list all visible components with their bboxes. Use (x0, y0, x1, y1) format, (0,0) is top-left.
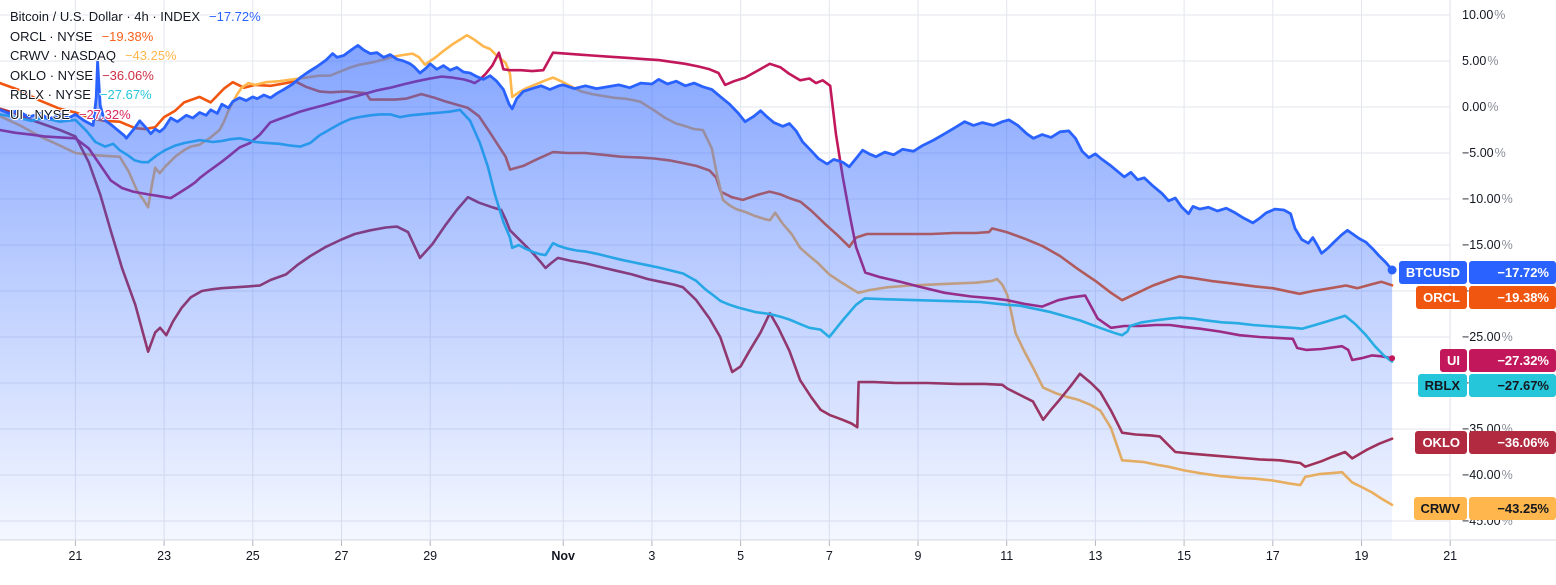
last-value-dot-btcusd (1387, 265, 1397, 275)
price-axis-label--30: −30.00% (1462, 376, 1513, 390)
legend-row-rblx[interactable]: RBLX · NYSE −27.67% (10, 85, 261, 105)
legend-value-orcl: −19.38% (101, 28, 154, 44)
price-axis-label-5: 5.00% (1462, 54, 1499, 68)
price-axis-label-0: 0.00% (1462, 100, 1499, 114)
price-axis-label--25: −25.00% (1462, 330, 1513, 344)
legend-value-oklo: −36.06% (102, 67, 154, 83)
legend-symbol-crwv: CRWV · NASDAQ (10, 48, 116, 63)
legend-row-oklo[interactable]: OKLO · NYSE −36.06% (10, 66, 261, 86)
legend-symbol-ui: UI · NYSE (10, 106, 70, 122)
price-axis-label--5: −5.00% (1462, 146, 1506, 160)
price-axis-label--20: −20.00% (1462, 284, 1513, 298)
price-axis[interactable]: 10.00% 5.00% 0.00% −5.00% −10.00% −15.00% −20.… (1452, 0, 1556, 540)
time-axis[interactable]: 21 23 25 27 29 Nov 3 5 7 9 11 13 15 17 19 21 (0, 542, 1556, 585)
time-axis-label-21: 21 (1443, 549, 1458, 563)
legend-symbol-oklo: OKLO · NYSE (10, 67, 94, 83)
time-axis-label-19: 19 (1354, 549, 1369, 563)
legend-value-rblx: −27.67% (99, 87, 152, 102)
price-axis-label--10: −10.00% (1462, 192, 1513, 206)
time-axis-label-25: 25 (245, 549, 260, 563)
time-axis-label-23: 23 (157, 549, 172, 563)
series-area-btcusd (0, 45, 1393, 541)
price-axis-label--45: −45.00% (1462, 514, 1513, 528)
legend-row-crwv[interactable]: CRWV · NASDAQ −43.25% (10, 46, 261, 66)
legend-value-crwv: −43.25% (124, 48, 177, 63)
legend-row-ui[interactable]: UI · NYSE −27.32% (10, 105, 261, 125)
legend-symbol-rblx: RBLX · NYSE (10, 87, 91, 102)
legend-symbol-orcl: ORCL · NYSE (10, 28, 93, 44)
legend-value-btcusd: −17.72% (209, 9, 261, 24)
time-axis-label-15: 15 (1177, 549, 1192, 563)
time-axis-label-21: 21 (68, 549, 83, 563)
time-axis-label-27: 27 (334, 549, 349, 563)
price-axis-label--15: −15.00% (1462, 238, 1513, 252)
series-line-btcusd (0, 44, 1394, 272)
legend-symbol-btcusd: Bitcoin / U.S. Dollar · 4h · INDEX (10, 9, 200, 24)
legend: Bitcoin / U.S. Dollar · 4h · INDEX −17.72… (10, 7, 261, 124)
time-axis-label-29: 29 (423, 549, 438, 563)
time-axis-label-17: 17 (1265, 549, 1280, 563)
last-value-dot-ui (1389, 355, 1396, 362)
time-axis-label-nov: Nov (551, 549, 575, 563)
legend-row-btcusd[interactable]: Bitcoin / U.S. Dollar · 4h · INDEX −17.72… (10, 7, 261, 27)
price-axis-label--40: −40.00% (1462, 468, 1513, 482)
price-axis-label--35: −35.00% (1462, 422, 1513, 436)
price-axis-label-10: 10.00% (1462, 8, 1506, 22)
time-axis-label-9: 9 (914, 549, 922, 563)
time-axis-label-5: 5 (737, 549, 745, 563)
time-axis-label-11: 11 (1000, 549, 1014, 563)
legend-value-ui: −27.32% (78, 106, 131, 122)
time-axis-label-3: 3 (648, 549, 656, 563)
time-axis-label-7: 7 (825, 549, 833, 563)
time-axis-label-13: 13 (1088, 549, 1103, 563)
legend-row-orcl[interactable]: ORCL · NYSE −19.38% (10, 27, 261, 47)
